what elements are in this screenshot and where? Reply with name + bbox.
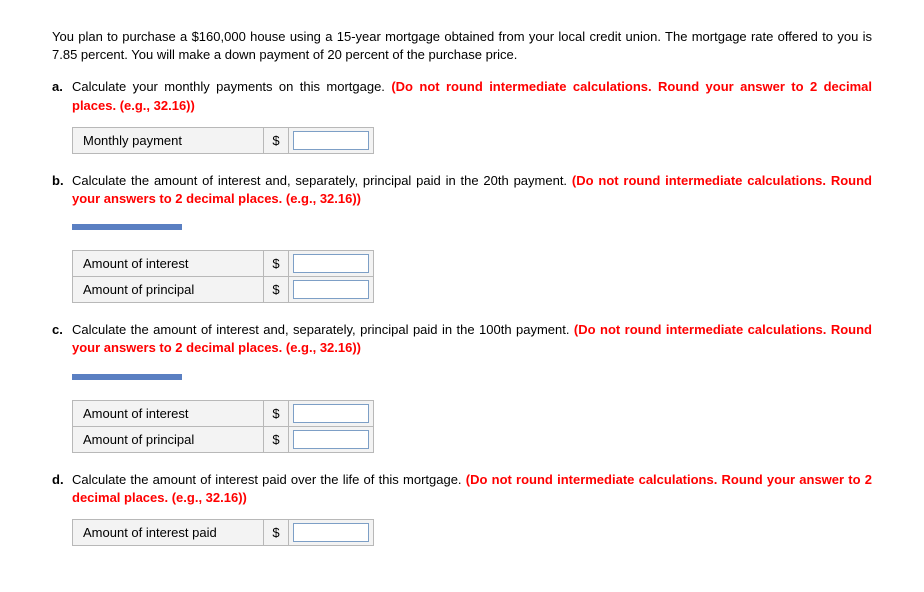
table-row: Amount of interest $ [73,251,374,277]
input-cell [289,426,374,452]
part-letter: d. [52,471,72,489]
row-label: Amount of interest [73,400,264,426]
part-text: Calculate the amount of interest and, se… [72,322,574,337]
interest-100-input[interactable] [293,404,369,423]
part-b: b. Calculate the amount of interest and,… [52,172,872,303]
table-row: Monthly payment $ [73,127,374,153]
part-text: Calculate the amount of interest and, se… [72,173,572,188]
part-c: c. Calculate the amount of interest and,… [52,321,872,452]
answer-table: Amount of interest paid $ [72,519,374,546]
table-row: Amount of interest paid $ [73,519,374,545]
row-label: Amount of interest paid [73,519,264,545]
input-cell [289,251,374,277]
part-letter: a. [52,78,72,96]
input-cell [289,519,374,545]
currency-symbol: $ [264,127,289,153]
currency-symbol: $ [264,426,289,452]
part-d: d. Calculate the amount of interest paid… [52,471,872,546]
currency-symbol: $ [264,277,289,303]
row-label: Amount of principal [73,426,264,452]
part-a: a. Calculate your monthly payments on th… [52,78,872,153]
part-prompt: Calculate the amount of interest and, se… [72,172,872,208]
currency-symbol: $ [264,251,289,277]
row-label: Monthly payment [73,127,264,153]
part-text: Calculate the amount of interest paid ov… [72,472,466,487]
currency-symbol: $ [264,400,289,426]
part-letter: b. [52,172,72,190]
part-prompt: Calculate your monthly payments on this … [72,78,872,114]
table-row: Amount of interest $ [73,400,374,426]
part-text: Calculate your monthly payments on this … [72,79,391,94]
principal-20-input[interactable] [293,280,369,299]
part-prompt: Calculate the amount of interest and, se… [72,321,872,357]
input-cell [289,127,374,153]
table-row: Amount of principal $ [73,277,374,303]
input-cell [289,277,374,303]
part-prompt: Calculate the amount of interest paid ov… [72,471,872,507]
row-label: Amount of principal [73,277,264,303]
input-cell [289,400,374,426]
problem-intro: You plan to purchase a $160,000 house us… [52,28,872,64]
table-row: Amount of principal $ [73,426,374,452]
currency-symbol: $ [264,519,289,545]
part-letter: c. [52,321,72,339]
total-interest-input[interactable] [293,523,369,542]
monthly-payment-input[interactable] [293,131,369,150]
interest-20-input[interactable] [293,254,369,273]
answer-table: Amount of interest $ Amount of principal… [72,250,374,303]
answer-table: Amount of interest $ Amount of principal… [72,400,374,453]
principal-100-input[interactable] [293,430,369,449]
answer-table: Monthly payment $ [72,127,374,154]
row-label: Amount of interest [73,251,264,277]
